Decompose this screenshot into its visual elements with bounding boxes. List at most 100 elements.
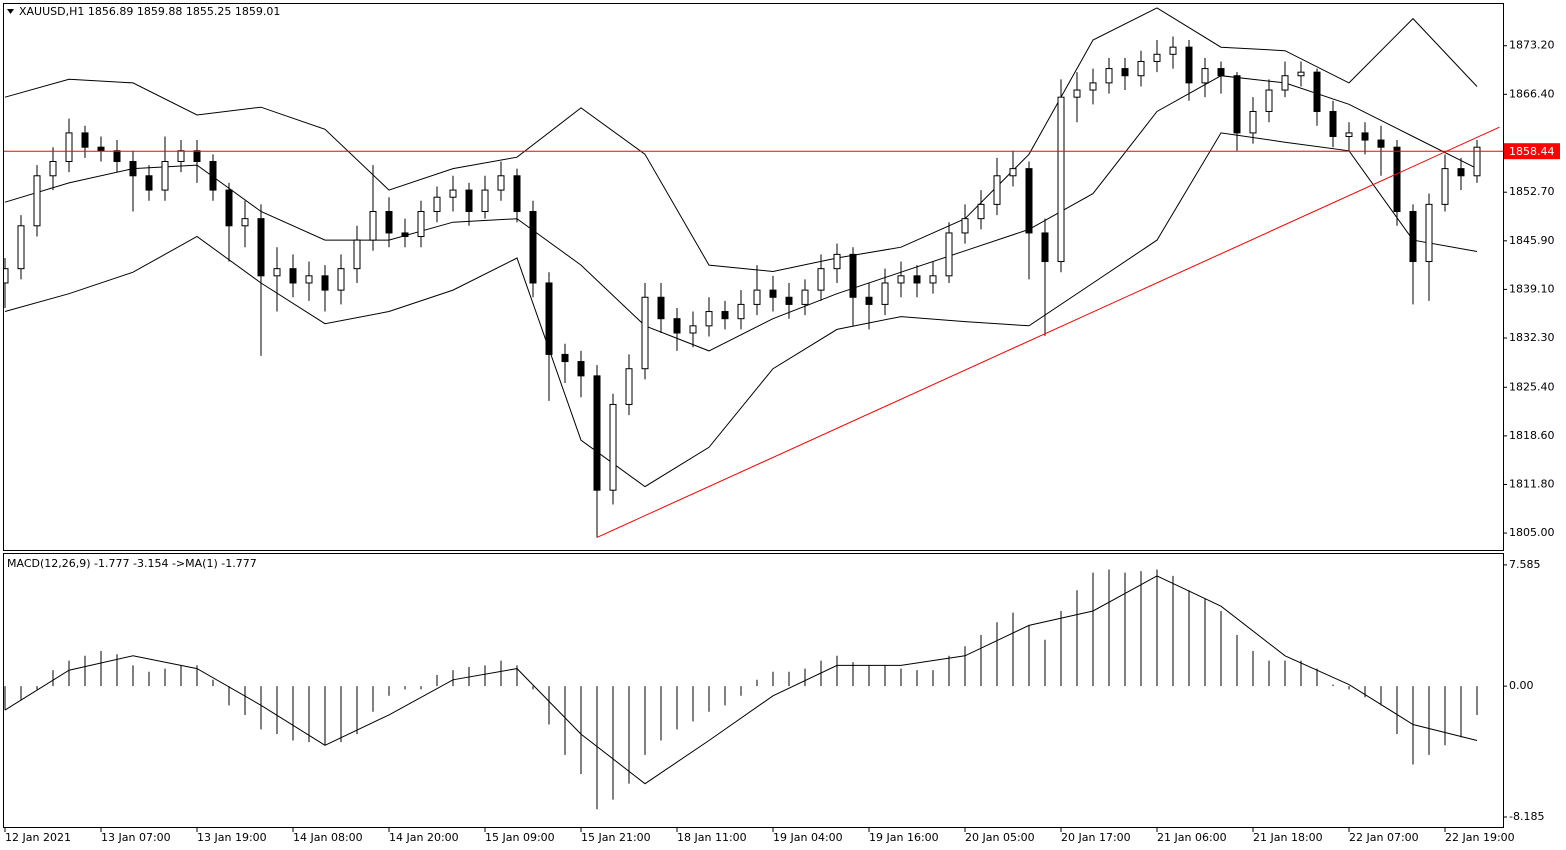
bollinger-band [4,132,1478,488]
candle-body [1105,68,1113,84]
y-tick-label: 1818.60 [1509,429,1555,442]
candle-body [465,189,473,213]
y-tick-label: 1805.00 [1509,526,1555,539]
candle-body [1121,68,1129,77]
candle-body [817,268,825,291]
candle-body [753,289,761,305]
candle-body [401,232,409,238]
candle-body [113,150,121,162]
candle-body [1009,168,1017,177]
candle-body [657,296,665,320]
candle-body [561,353,569,363]
menu-triangle[interactable] [7,9,14,14]
candle-body [497,175,505,191]
x-tick-label: 14 Jan 08:00 [293,831,363,844]
macd-info: MACD(12,26,9) -1.777 -3.154 ->MA(1) -1.7… [7,557,257,570]
axes: 1873.20 1866.40 1852.70 1845.90 1839.10 1832.… [4,39,1560,844]
candle-body [1217,68,1225,77]
candle-body [129,160,137,177]
candle-body [321,275,329,291]
candle-body [625,368,633,405]
x-tick-label: 22 Jan 19:00 [1445,831,1515,844]
candle-body [977,203,985,220]
candle-body [1329,110,1337,137]
candle-body [273,268,281,277]
candle-body [545,282,553,355]
candle-body [209,160,217,191]
candle-body [337,268,345,291]
x-tick-label: 14 Jan 20:00 [389,831,459,844]
candle-body [1409,211,1417,263]
candle-body [161,160,169,191]
candle-body [193,150,201,162]
price-frame [3,3,1504,551]
candle-body [17,225,25,270]
bollinger-band [4,75,1478,352]
candle-body [737,303,745,320]
x-tick-label: 21 Jan 18:00 [1253,831,1323,844]
candle-body [1041,232,1049,263]
price-label: 1858.44 [1509,145,1555,158]
candle-body [849,253,857,298]
y-tick-label: 0.00 [1509,679,1534,692]
candle-body [433,196,441,213]
candle-body [449,189,457,198]
x-tick-label: 13 Jan 07:00 [101,831,171,844]
bollinger-band [4,7,1478,273]
x-tick-label: 15 Jan 09:00 [485,831,555,844]
candle-body [369,211,377,241]
candle-body [241,218,249,227]
y-tick-label: -8.185 [1509,810,1544,823]
price-label-box [1504,143,1560,160]
y-tick-label: 1873.20 [1509,39,1555,52]
candle-body [609,403,617,491]
candle-body [1281,75,1289,91]
x-tick-label: 19 Jan 04:00 [773,831,843,844]
candle-body [1089,82,1097,91]
y-tick-label: 1825.40 [1509,380,1555,393]
y-tick-label: 1845.90 [1509,234,1555,247]
candle-body [1441,168,1449,205]
x-tick-label: 15 Jan 21:00 [581,831,651,844]
signal-line [4,575,1478,785]
candle-body [1377,139,1385,148]
y-tick-label: 1811.80 [1509,477,1555,490]
macd-frame [3,553,1504,828]
y-tick-label: 1866.40 [1509,87,1555,100]
candle-body [33,175,41,227]
candle-body [81,132,89,148]
x-tick-label: 13 Jan 19:00 [197,831,267,844]
y-tick-label: 7.585 [1509,558,1541,571]
candle-body [945,232,953,277]
candle-body [689,325,697,334]
candle-body [961,218,969,234]
candle-body [833,253,841,270]
candle-body [1297,71,1305,77]
candle-body [593,375,601,491]
x-tick-label: 20 Jan 05:00 [965,831,1035,844]
candle-body [1057,96,1065,263]
candle-body [529,211,537,284]
candle-body [1137,60,1145,77]
x-tick-label: 18 Jan 11:00 [677,831,747,844]
x-tick-label: 12 Jan 2021 [5,831,71,844]
candle-body [1073,89,1081,98]
x-tick-label: 19 Jan 16:00 [869,831,939,844]
y-tick-label: 1852.70 [1509,185,1555,198]
candle-body [881,282,889,305]
candle-body [1265,89,1273,112]
candle-body [993,175,1001,205]
candle-body [353,239,361,270]
candle-body [721,311,729,320]
candle-body [3,268,9,284]
candle-body [1361,132,1369,141]
candle-body [177,150,185,162]
candle-body [641,296,649,370]
trendline [596,126,1500,538]
price-plot [3,7,1503,538]
candle-body [289,268,297,284]
candle-body [1457,168,1465,177]
candle-body [1249,110,1257,134]
y-tick-label: 1832.30 [1509,331,1555,344]
